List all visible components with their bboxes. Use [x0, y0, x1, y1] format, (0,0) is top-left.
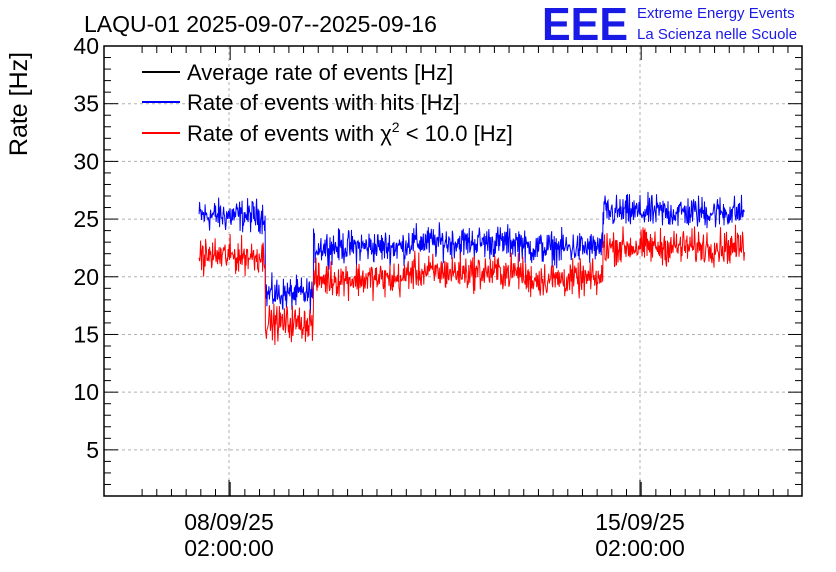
legend-label-1: Rate of events with hits [Hz] [187, 90, 460, 115]
y-tick-label: 40 [73, 33, 99, 59]
series-layer [198, 191, 745, 346]
y-tick-label: 25 [73, 206, 99, 232]
series-line-2 [198, 224, 745, 346]
chart-title: LAQU-01 2025-09-07--2025-09-16 [84, 11, 437, 37]
x-tick-date: 15/09/25 [595, 509, 685, 535]
x-tick-date: 08/09/25 [184, 509, 274, 535]
grid [104, 46, 802, 496]
y-tick-label: 10 [73, 379, 99, 405]
y-tick-label: 15 [73, 321, 99, 347]
legend: Average rate of events [Hz] Rate of event… [142, 60, 513, 146]
legend-label-2: Rate of events with χ2 < 10.0 [Hz] [187, 119, 513, 146]
x-tick-time: 02:00:00 [184, 535, 274, 561]
series-line-1 [198, 191, 745, 314]
axes: 51015202530354008/09/2502:00:0015/09/250… [73, 33, 803, 561]
y-tick-label: 35 [73, 91, 99, 117]
y-tick-label: 30 [73, 148, 99, 174]
eee-logo-text: EEE [542, 0, 628, 50]
y-tick-label: 5 [86, 437, 99, 463]
x-tick-time: 02:00:00 [595, 535, 685, 561]
plot-frame [103, 45, 803, 497]
eee-logo: EEE Extreme Energy Events La Scienza nel… [542, 0, 797, 50]
eee-logo-line2: La Scienza nelle Scuole [637, 26, 797, 43]
y-axis-label: Rate [Hz] [5, 52, 33, 156]
legend-label-0: Average rate of events [Hz] [187, 60, 453, 85]
y-tick-label: 20 [73, 264, 99, 290]
eee-logo-line1: Extreme Energy Events [637, 5, 795, 22]
